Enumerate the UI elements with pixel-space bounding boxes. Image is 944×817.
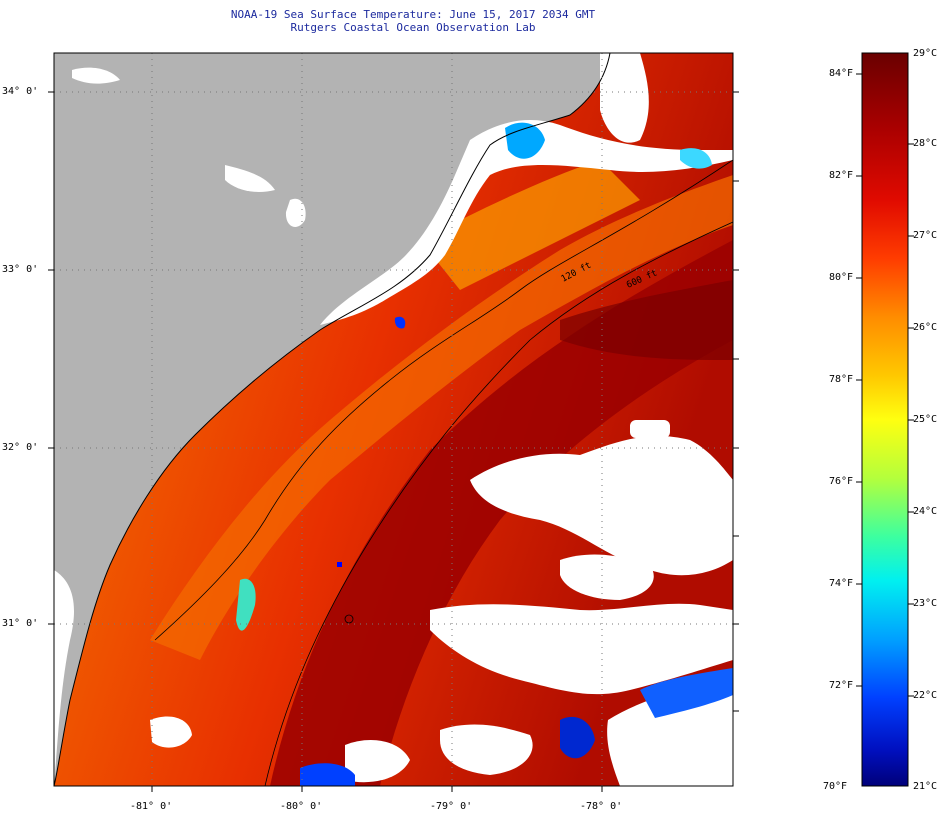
c-label-27: 27°C (913, 230, 938, 241)
f-label-70: 70°F (823, 781, 848, 792)
land-mass (54, 53, 610, 786)
map-panel (54, 53, 733, 786)
cool-patches (236, 122, 733, 786)
lat-label-33: 33° 0' (2, 264, 39, 275)
lat-label-32: 32° 0' (2, 442, 39, 453)
colorbar-ticks (856, 73, 914, 697)
lat-label-31: 31° 0' (2, 618, 39, 629)
c-label-25: 25°C (913, 414, 938, 425)
axis-ticks (48, 91, 739, 792)
cloud-mask (54, 67, 733, 786)
map-title: NOAA-19 Sea Surface Temperature: June 15… (230, 8, 596, 21)
gulf-stream-core (270, 240, 733, 786)
coastline (54, 53, 611, 786)
c-label-26: 26°C (913, 322, 938, 333)
f-label-78: 78°F (829, 374, 854, 385)
lon-label-80: -80° 0' (280, 801, 323, 812)
c-label-24: 24°C (913, 506, 938, 517)
station-marker (344, 614, 354, 624)
pamlico-sound (600, 53, 649, 143)
f-label-74: 74°F (829, 578, 854, 589)
c-label-23: 23°C (913, 598, 938, 609)
warm-eddy (560, 280, 733, 360)
lat-label-34: 34° 0' (2, 86, 39, 97)
graticule (54, 53, 733, 786)
f-label-80: 80°F (829, 272, 854, 283)
f-label-84: 84°F (829, 68, 854, 79)
f-label-76: 76°F (829, 476, 854, 487)
lon-label-79: -79° 0' (430, 801, 473, 812)
shelf-water (150, 175, 733, 660)
lon-label-81: -81° 0' (130, 801, 173, 812)
isobath-120ft (154, 159, 733, 641)
f-label-82: 82°F (829, 170, 854, 181)
c-label-29: 29°C (913, 48, 938, 59)
nearshore-cool (420, 160, 640, 290)
c-label-28: 28°C (913, 138, 938, 149)
lon-label-78: -78° 0' (580, 801, 623, 812)
isobath-600ft (264, 221, 733, 786)
f-label-72: 72°F (829, 680, 854, 691)
colorbar (861, 52, 909, 787)
c-label-22: 22°C (913, 690, 938, 701)
map-subtitle: Rutgers Coastal Ocean Observation Lab (290, 21, 536, 34)
map-frame (53, 52, 734, 787)
c-label-21: 21°C (913, 781, 938, 792)
